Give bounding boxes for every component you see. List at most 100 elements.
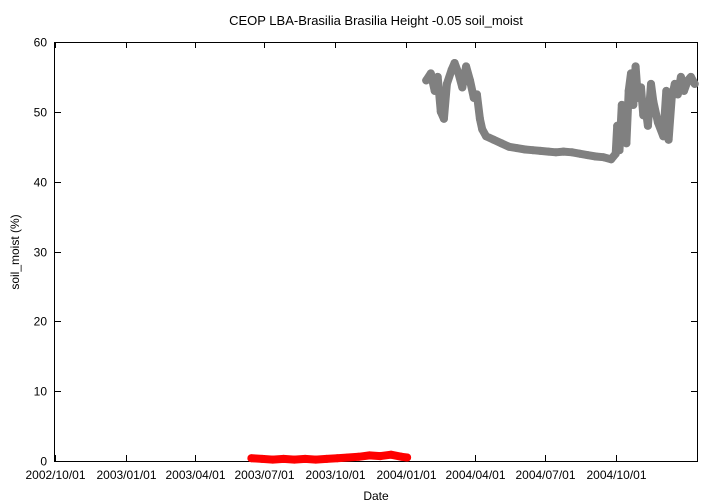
series-line	[422, 59, 699, 164]
data-point	[631, 62, 640, 71]
data-point	[647, 79, 655, 88]
data-point	[620, 107, 629, 116]
series-1	[422, 59, 699, 164]
data-point	[497, 139, 506, 148]
data-point	[583, 151, 592, 160]
data-point	[344, 453, 352, 462]
data-point	[311, 455, 320, 464]
data-point	[680, 86, 688, 95]
x-tick-label: 2003/10/01	[305, 468, 365, 482]
data-point	[458, 83, 467, 92]
y-tick-label: 50	[34, 106, 48, 120]
data-point	[637, 83, 645, 92]
x-tick-label: 2004/07/01	[515, 468, 575, 482]
data-point	[426, 69, 435, 78]
data-point	[649, 97, 658, 106]
data-point	[279, 454, 288, 463]
data-point	[613, 121, 622, 130]
data-point	[365, 451, 374, 460]
series-line	[247, 450, 412, 464]
y-tick-label: 60	[34, 36, 48, 50]
data-point	[482, 132, 491, 141]
data-point	[653, 118, 662, 127]
data-point	[472, 90, 481, 99]
data-point	[433, 72, 442, 81]
x-tick-label: 2004/04/01	[445, 468, 505, 482]
x-tick-label: 2003/01/01	[96, 468, 156, 482]
x-axis-label: Date	[363, 489, 389, 503]
data-point	[624, 86, 633, 95]
data-point	[664, 135, 673, 144]
series-0	[247, 450, 412, 464]
data-point	[575, 149, 584, 158]
data-point	[439, 114, 448, 123]
y-axis-label: soil_moist (%)	[8, 214, 22, 289]
y-tick-label: 40	[34, 176, 48, 190]
data-point	[466, 76, 474, 85]
data-point	[454, 69, 463, 78]
data-point	[422, 76, 431, 85]
data-point	[450, 59, 459, 67]
data-point	[354, 452, 363, 461]
data-point	[617, 100, 626, 109]
data-point	[643, 121, 652, 130]
x-tick-label: 2004/01/01	[376, 468, 436, 482]
data-point	[436, 107, 445, 116]
data-point	[607, 155, 616, 164]
x-tick-label: 2004/10/01	[586, 468, 646, 482]
y-tick-label: 30	[34, 246, 48, 260]
data-point	[247, 454, 256, 463]
data-point	[690, 79, 699, 88]
data-point	[559, 147, 568, 156]
data-point	[376, 452, 385, 461]
data-point	[629, 100, 638, 109]
data-point	[568, 148, 576, 157]
data-point	[615, 146, 624, 155]
data-point	[686, 72, 695, 81]
data-point	[512, 144, 521, 153]
x-tick-label: 2003/04/01	[165, 468, 225, 482]
data-point	[505, 142, 514, 151]
y-tick-label: 10	[34, 385, 48, 399]
x-tick-label: 2002/10/01	[25, 468, 85, 482]
data-point	[478, 125, 487, 134]
data-point	[599, 153, 608, 162]
y-tick-label: 20	[34, 315, 48, 329]
x-tick-label: 2003/07/01	[234, 468, 294, 482]
data-point	[462, 62, 471, 71]
data-point	[333, 454, 342, 463]
data-point	[627, 69, 635, 78]
chart-title: CEOP LBA-Brasilia Brasilia Height -0.05 …	[229, 13, 523, 28]
data-point	[639, 111, 648, 120]
data-point	[544, 147, 553, 156]
data-point	[591, 152, 600, 161]
data-point	[622, 139, 631, 148]
y-tick-label: 0	[40, 455, 47, 469]
data-point	[536, 146, 545, 155]
data-point	[258, 454, 267, 463]
data-point	[662, 86, 671, 95]
data-point	[290, 455, 299, 464]
data-point	[670, 79, 679, 88]
data-point	[551, 148, 560, 157]
y-axis: 0 10 20 30 40 50 60	[34, 36, 697, 469]
data-point	[475, 114, 484, 123]
x-axis: 2002/10/01 2003/01/01 2003/04/01 2003/07/01…	[25, 42, 647, 482]
data-point	[403, 453, 412, 462]
data-point	[673, 90, 682, 99]
data-point	[447, 65, 456, 74]
data-point	[641, 104, 650, 113]
data-point	[528, 146, 537, 155]
data-point	[442, 79, 451, 88]
data-point	[633, 93, 642, 102]
data-point	[521, 145, 530, 154]
data-point	[430, 86, 439, 95]
data-point	[387, 450, 395, 459]
data-point	[322, 454, 331, 463]
data-point	[667, 93, 676, 102]
data-series	[247, 59, 699, 464]
data-point	[301, 454, 310, 463]
plot-frame	[54, 42, 698, 462]
data-point	[489, 135, 498, 144]
